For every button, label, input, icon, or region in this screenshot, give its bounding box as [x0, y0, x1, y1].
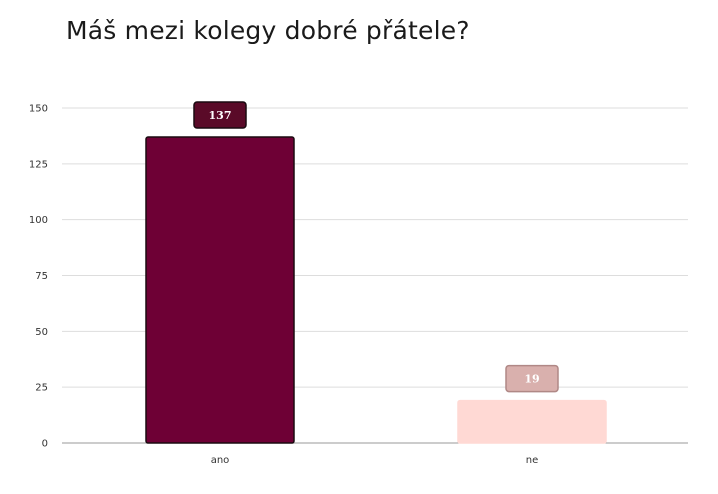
x-tick-label: ne	[526, 455, 539, 466]
chart-title: Máš mezi kolegy dobré přátele?	[66, 16, 470, 45]
bar-ne	[457, 399, 607, 444]
data-label-ano: 137	[193, 101, 247, 129]
y-tick-label: 50	[35, 327, 48, 338]
data-labels: 137 19	[193, 101, 559, 393]
y-tick-label: 0	[42, 439, 48, 450]
data-label-ne: 19	[505, 364, 559, 393]
y-axis-ticks: 0 25 50 75 100 125 150	[29, 104, 48, 450]
y-tick-label: 75	[35, 271, 48, 282]
y-tick-label: 150	[29, 104, 48, 115]
x-axis-ticks: ano ne	[211, 455, 539, 466]
data-label-value: 19	[524, 373, 539, 386]
bar-ano	[145, 136, 295, 444]
x-tick-label: ano	[211, 455, 230, 466]
bars	[145, 136, 607, 444]
y-tick-label: 125	[29, 159, 48, 170]
data-label-box	[505, 364, 559, 393]
data-label-box	[193, 101, 247, 129]
y-tick-label: 25	[35, 383, 48, 394]
y-tick-label: 100	[29, 215, 48, 226]
data-label-value: 137	[209, 109, 232, 122]
